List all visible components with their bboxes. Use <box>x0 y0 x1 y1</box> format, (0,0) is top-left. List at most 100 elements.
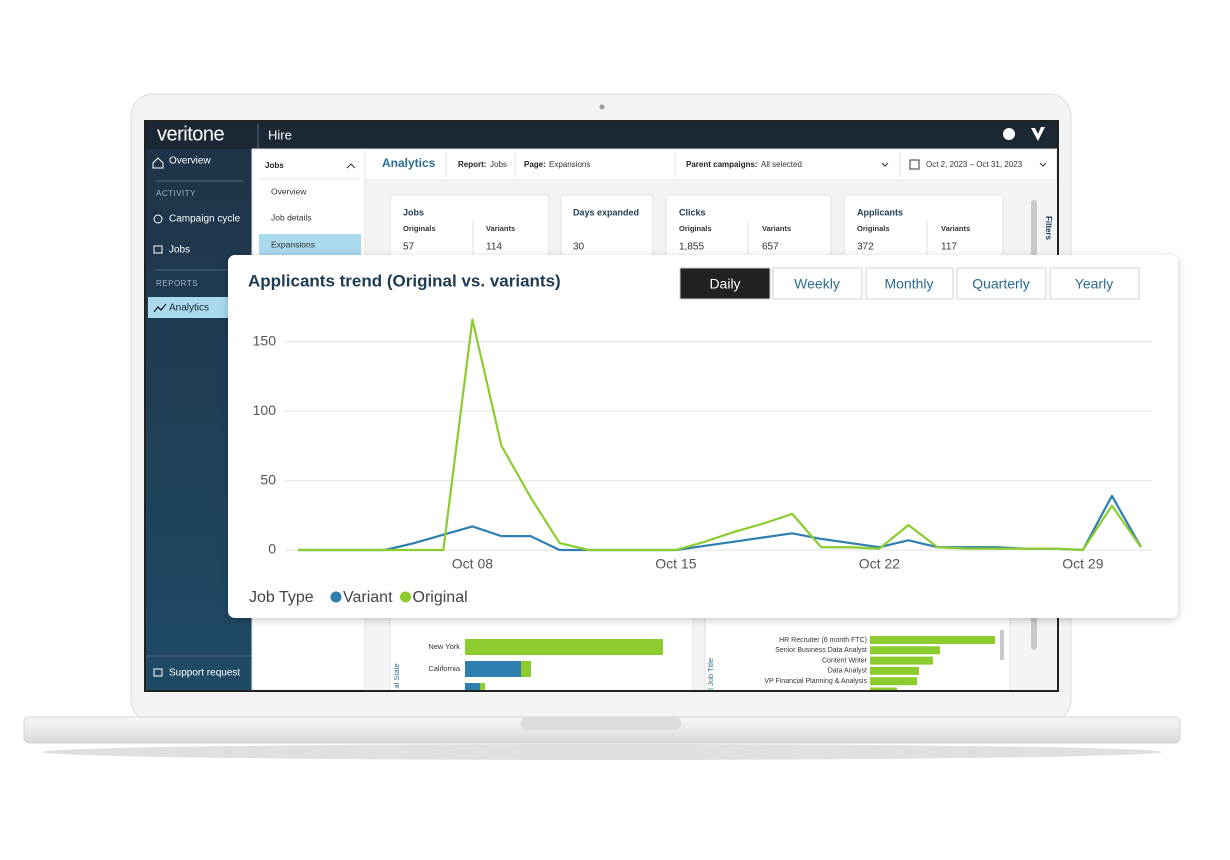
value[interactable]: All selected <box>761 160 802 169</box>
category-label: Content Writer <box>822 657 868 664</box>
category-label: Senior Business Data Analyst <box>775 647 867 654</box>
camera <box>599 104 605 110</box>
button-label[interactable]: Monthly <box>884 276 933 292</box>
nav-item[interactable]: Jobs <box>169 245 190 256</box>
bar <box>870 636 995 644</box>
series-line <box>298 318 1142 552</box>
period-buttons: Daily Weekly Monthly Quarterly Yearly <box>679 267 1140 300</box>
product: Hire <box>268 127 292 142</box>
legend-title: Job Type <box>249 589 314 606</box>
bar <box>870 677 917 686</box>
subnav-item[interactable]: Expansions <box>271 239 315 249</box>
kpi-label: Variants <box>762 224 791 233</box>
button-label[interactable]: Daily <box>709 276 740 292</box>
icon <box>153 245 163 254</box>
header <box>146 122 1057 149</box>
kpi-card <box>560 194 654 266</box>
date-range[interactable]: Oct 2, 2023 – Oct 31, 2023 <box>926 160 1023 169</box>
lower-charts: New York California HR Recruiter (6 month … <box>428 636 995 690</box>
y-tick-label: 50 <box>260 471 276 487</box>
scrollbar <box>1000 630 1004 660</box>
subnav-active <box>259 234 361 255</box>
bar <box>465 661 521 677</box>
button[interactable] <box>1049 267 1140 300</box>
legend-label: Variant <box>343 589 393 606</box>
kpi-title: Applicants <box>857 207 903 217</box>
kpi-title: Jobs <box>403 207 424 217</box>
kpi-label: Originals <box>679 224 712 233</box>
kpi-title: Days expanded <box>573 207 639 217</box>
kpi-label: Variants <box>486 224 515 233</box>
category-label: New York <box>428 642 460 651</box>
nav-item[interactable]: Overview <box>169 156 211 167</box>
button[interactable] <box>772 267 863 300</box>
axis-label: al Job Title <box>706 658 715 694</box>
help-icon[interactable] <box>1003 128 1015 140</box>
page-title: Analytics <box>382 156 436 170</box>
legend-swatch <box>400 591 412 603</box>
base-shadow <box>42 744 1162 760</box>
value: Expansions <box>549 160 590 169</box>
nav-section: ACTIVITY <box>156 189 196 198</box>
filters-tab[interactable]: Filters <box>1044 216 1053 241</box>
bar <box>465 639 663 655</box>
series-line <box>298 494 1142 552</box>
bar <box>870 646 940 655</box>
legend-swatch <box>330 591 342 603</box>
base-notch <box>521 717 681 730</box>
label[interactable]: Parent campaigns: <box>686 160 758 169</box>
button-label[interactable]: Quarterly <box>972 276 1030 292</box>
category-label: HR Recruiter (6 month FTC) <box>779 637 867 644</box>
kpi-value: 657 <box>762 242 779 253</box>
subnav-heading[interactable]: Jobs <box>265 161 284 170</box>
chart-title: Applicants trend (Original vs. variants) <box>248 271 561 290</box>
subnav-item[interactable]: Job details <box>271 212 312 222</box>
button-active[interactable] <box>679 267 771 300</box>
value: Jobs <box>490 160 507 169</box>
kpi-label: Variants <box>941 224 970 233</box>
brand: veritone <box>157 123 225 145</box>
x-tick-label: Oct 15 <box>655 556 696 572</box>
kpi-value: 57 <box>403 242 415 253</box>
caret <box>346 163 356 169</box>
kpi-label: Originals <box>403 224 436 233</box>
subnav-item[interactable]: Overview <box>271 186 307 196</box>
nav-item[interactable]: Analytics <box>169 303 209 314</box>
caret <box>1039 162 1047 167</box>
calendar-icon <box>909 159 920 170</box>
nav-item[interactable]: Campaign cycle <box>169 214 241 225</box>
button-label[interactable]: Yearly <box>1075 276 1113 292</box>
button[interactable] <box>865 267 954 300</box>
button[interactable] <box>956 267 1047 300</box>
category-label: California <box>428 664 461 673</box>
icon <box>152 157 164 169</box>
y-tick-label: 150 <box>253 332 277 348</box>
bar <box>870 666 919 675</box>
label: Report: <box>458 160 486 169</box>
y-tick-label: 0 <box>268 541 276 557</box>
kpi-cards: Jobs Originals Variants 57 114 Days expa… <box>389 194 1004 266</box>
button-label[interactable]: Weekly <box>794 276 840 292</box>
bar <box>465 683 480 690</box>
kpi-value: 114 <box>486 242 502 253</box>
nav-section: REPORTS <box>156 279 198 288</box>
kpi-value: 372 <box>857 242 874 253</box>
icon <box>153 214 163 224</box>
logo-icon <box>1031 127 1045 141</box>
legend-label: Original <box>413 589 468 606</box>
kpi-value: 30 <box>573 242 585 253</box>
caret <box>881 162 889 167</box>
icon <box>153 303 167 313</box>
nav-active <box>148 297 250 318</box>
kpi-value: 1,855 <box>679 242 704 253</box>
x-tick-label: Oct 08 <box>452 556 493 572</box>
icon <box>153 668 163 677</box>
bar <box>480 683 485 690</box>
x-tick-label: Oct 29 <box>1062 556 1103 572</box>
y-tick-label: 100 <box>253 402 277 418</box>
plot: 0 50 100 150 Oct 08 Oct 15 Oct 22 Oct 29 Variant… <box>253 318 1152 606</box>
chart-card <box>228 255 1178 618</box>
nav-item[interactable]: Support request <box>169 668 240 679</box>
toolbar <box>364 148 1057 181</box>
